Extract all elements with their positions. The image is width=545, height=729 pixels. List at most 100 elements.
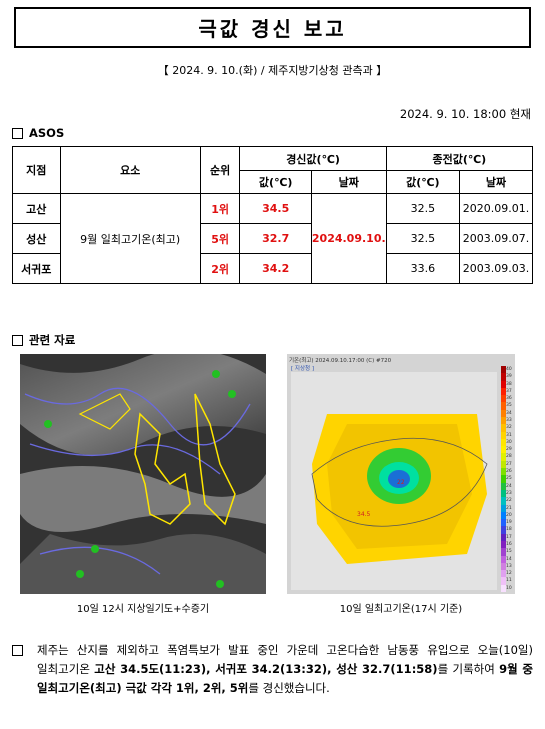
- legend-tick-label: 10: [506, 585, 512, 591]
- legend-swatch: [501, 468, 506, 476]
- legend-tick-label: 23: [506, 490, 512, 496]
- header-rank: 순위: [199, 146, 241, 194]
- map-header-text: 기온(최고) 2024.09.10.17:00 (C) #720: [289, 358, 392, 364]
- summary-highlight: 고산 34.5도(11:23), 서귀포 34.2(13:32), 성산 32.…: [94, 662, 438, 676]
- summary-text-part: 를 경신했습니다.: [248, 681, 330, 695]
- related-section-heading: 관련 자료: [12, 332, 75, 348]
- legend-tick-label: 35: [506, 403, 512, 409]
- legend-swatch: [501, 533, 506, 541]
- renewed-value-cell: 32.7: [239, 223, 312, 254]
- checkbox-square-icon: [12, 127, 23, 139]
- legend-tick-label: 26: [506, 469, 512, 475]
- summary-paragraph: 제주는 산지를 제외하고 폭염특보가 발표 중인 가운데 고온다습한 남동풍 유…: [12, 641, 533, 698]
- summary-highlight: 9월 중 일최고기온(최고) 극값 각각 1위, 2위, 5위: [37, 662, 534, 695]
- legend-swatch: [501, 548, 506, 556]
- station-cell: 서귀포: [12, 253, 61, 284]
- renewed-date-cell: 2024.09.10.: [310, 193, 387, 284]
- previous-date-cell: 2003.09.07.: [459, 223, 533, 254]
- legend-swatch: [501, 562, 506, 571]
- temperature-map: 기온(최고) 2024.09.10.17:00 (C) #720 [ 지상청 ]…: [287, 354, 515, 594]
- legend-swatch: [501, 395, 506, 403]
- legend-swatch: [501, 438, 506, 447]
- header-previous: 종전값(℃): [385, 146, 534, 171]
- legend-tick-label: 27: [506, 461, 512, 467]
- legend-tick-label: 30: [506, 439, 512, 445]
- header-renewed-date: 날짜: [310, 170, 387, 194]
- legend-swatch: [501, 453, 506, 461]
- related-heading-label: 관련 자료: [29, 333, 76, 347]
- legend-tick-label: 32: [506, 425, 512, 431]
- satellite-map-caption: 10일 12시 지상일기도+수증기: [76, 604, 210, 615]
- legend-swatch: [501, 526, 506, 534]
- legend-tick-label: 25: [506, 476, 512, 482]
- legend-tick-label: 37: [506, 388, 512, 394]
- legend-tick-label: 24: [506, 483, 512, 489]
- weather-satellite-map: [20, 354, 266, 594]
- summary-text-part: 를 기록하여: [437, 662, 500, 676]
- table-subheader-row: 값(℃) 날짜 값(℃) 날짜: [13, 170, 533, 194]
- legend-swatch: [501, 446, 506, 454]
- station-cell: 성산: [12, 223, 61, 254]
- legend-swatch: [501, 540, 506, 549]
- legend-tick-label: 36: [506, 396, 512, 402]
- legend-tick-label: 19: [506, 520, 512, 526]
- checkbox-square-icon: [12, 645, 23, 656]
- legend-swatch: [501, 424, 506, 432]
- header-renewed-value: 값(℃): [239, 170, 312, 194]
- checkbox-square-icon: [12, 334, 23, 346]
- temperature-map-caption: 10일 일최고기온(17시 기준): [339, 604, 463, 615]
- temperature-map-graphic: 34.5 22: [291, 372, 497, 590]
- legend-swatch: [501, 380, 506, 388]
- legend-swatch: [501, 417, 506, 425]
- previous-date-cell: 2003.09.03.: [459, 253, 533, 284]
- rank-cell: 5위: [199, 223, 241, 254]
- legend-swatch: [501, 431, 506, 439]
- header-previous-date: 날짜: [459, 170, 533, 194]
- legend-tick-label: 21: [506, 505, 512, 511]
- legend-swatch: [501, 366, 506, 374]
- legend-tick-label: 13: [506, 563, 512, 569]
- legend-swatch: [501, 387, 506, 396]
- previous-date-cell: 2020.09.01.: [459, 193, 533, 224]
- legend-swatch: [501, 570, 506, 578]
- legend-swatch: [501, 519, 506, 527]
- legend-swatch: [501, 402, 506, 410]
- legend-tick-label: 33: [506, 418, 512, 424]
- legend-swatch: [501, 373, 506, 381]
- legend-tick-label: 40: [506, 367, 512, 372]
- legend-tick-label: 28: [506, 454, 512, 460]
- legend-tick-label: 22: [506, 498, 512, 504]
- header-station: 지점: [12, 146, 61, 194]
- legend-tick-label: 15: [506, 549, 512, 555]
- legend-swatch: [501, 497, 506, 505]
- renewed-value-cell: 34.5: [239, 193, 312, 224]
- legend-swatch: [501, 489, 506, 498]
- summary-text: 제주는 산지를 제외하고 폭염특보가 발표 중인 가운데 고온다습한 남동풍 유…: [12, 641, 533, 698]
- header-element: 요소: [59, 146, 201, 194]
- legend-swatch: [501, 475, 506, 483]
- legend-tick-label: 18: [506, 527, 512, 533]
- report-timestamp: 2024. 9. 10. 18:00 현재: [399, 107, 531, 121]
- legend-tick-label: 34: [506, 410, 512, 416]
- satellite-map-graphic: [20, 354, 266, 594]
- station-cell: 고산: [12, 193, 61, 224]
- legend-tick-label: 39: [506, 374, 512, 380]
- legend-swatch: [501, 577, 506, 585]
- temperature-legend: 40 39 38 37 36 35 34 33 32 31 30 29 28 27 26 25 24 23 22 21…: [501, 366, 513, 592]
- legend-swatch: [501, 504, 506, 512]
- legend-swatch: [501, 409, 506, 418]
- svg-text:34.5: 34.5: [357, 511, 371, 518]
- legend-swatch: [501, 555, 506, 563]
- legend-swatch: [501, 584, 506, 592]
- legend-tick-label: 38: [506, 381, 512, 387]
- renewed-value-cell: 34.2: [239, 253, 312, 284]
- header-previous-value: 값(℃): [385, 170, 461, 194]
- asos-heading-label: ASOS: [29, 126, 65, 140]
- table-header-row: 지점 요소 순위 경신값(℃) 종전값(℃): [12, 146, 534, 194]
- summary-text-part: 제주는 산지를 제외하고 폭염특보가 발표 중인 가운데 고온다습한 남동풍 유…: [37, 643, 533, 676]
- legend-tick-label: 29: [506, 447, 512, 453]
- page-title: 극값 경신 보고: [198, 17, 347, 41]
- legend-swatch: [501, 482, 506, 490]
- rank-cell: 2위: [199, 253, 241, 284]
- legend-tick-label: 14: [506, 556, 512, 562]
